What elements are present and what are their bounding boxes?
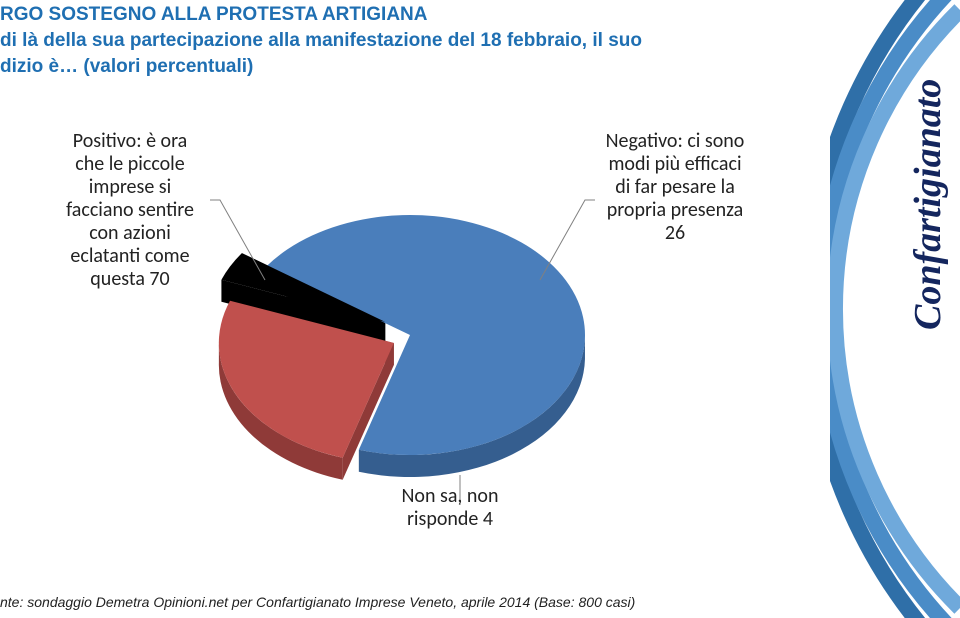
page-title-line3: dizio è… (valori percentuali) (0, 54, 253, 80)
source-footer: nte: sondaggio Demetra Opinioni.net per … (0, 594, 635, 610)
slide: RGO SOSTEGNO ALLA PROTESTA ARTIGIANA di … (0, 0, 960, 618)
pie-chart: Positivo: è orache le piccoleimprese sif… (40, 105, 780, 535)
brand-decoration: Confartigianato (830, 0, 960, 618)
page-title-line1: RGO SOSTEGNO ALLA PROTESTA ARTIGIANA (0, 2, 428, 28)
svg-text:Confartigianato: Confartigianato (907, 79, 949, 330)
page-title-line2: di là della sua partecipazione alla mani… (0, 28, 642, 54)
pie-label-negativo: Negativo: ci sonomodi più efficacidi far… (580, 130, 770, 245)
pie-label-positivo: Positivo: è orache le piccoleimprese sif… (45, 130, 215, 291)
pie-label-nonsa: Non sa, nonrisponde 4 (360, 485, 540, 531)
